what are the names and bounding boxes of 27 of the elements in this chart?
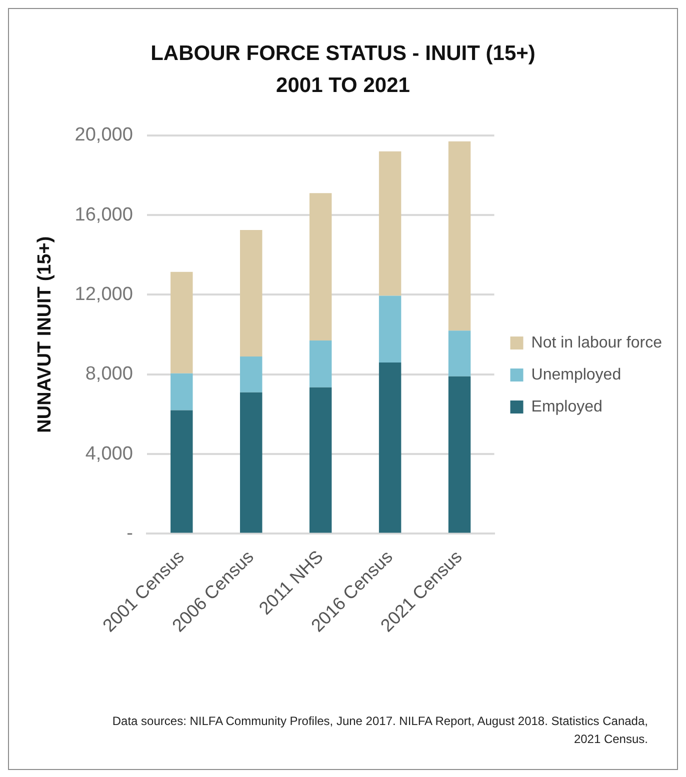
bar [448, 376, 471, 533]
bar [170, 373, 193, 410]
bar [240, 230, 262, 356]
y-tick-label: - [126, 522, 133, 544]
y-tick-label: 12,000 [74, 284, 133, 305]
bar [309, 193, 332, 341]
legend-label: Not in labour force [531, 334, 662, 352]
y-axis-title: NUNAVUT INUIT (15+) [34, 236, 56, 433]
bar [378, 362, 402, 533]
bar [170, 410, 193, 533]
bar [309, 387, 332, 533]
bar [378, 151, 402, 296]
legend-label: Employed [531, 398, 602, 416]
bar [170, 272, 193, 374]
y-tick-label: 8,000 [85, 364, 133, 385]
bar [240, 356, 262, 392]
legend-label: Unemployed [531, 366, 622, 384]
bar [378, 296, 402, 362]
y-tick-label: 16,000 [74, 204, 133, 226]
y-tick-label: 4,000 [85, 443, 133, 464]
bar [309, 340, 332, 388]
chart-title: LABOUR FORCE STATUS - INUIT (15+) 2001 TO 2021 [150, 41, 536, 99]
bar [448, 330, 471, 376]
bar [448, 141, 471, 331]
text: Data sources: NILFA Community Profiles, June 2017. NILFA Report, August 2018. Statistics Canada, 2021 Census. [111, 713, 648, 748]
bar [240, 392, 262, 533]
y-tick-label: 20,000 [74, 124, 133, 146]
